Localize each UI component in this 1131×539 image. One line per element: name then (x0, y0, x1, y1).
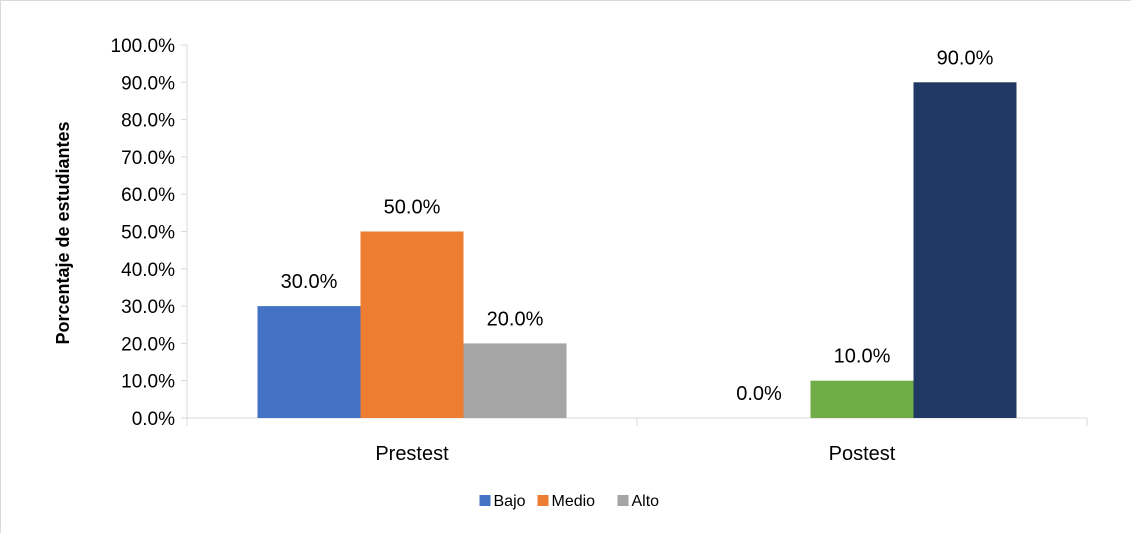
x-tick-label: Postest (829, 443, 896, 465)
data-label: 50.0% (384, 197, 441, 219)
legend-swatch (617, 495, 629, 506)
legend-item-alto: Alto (617, 493, 660, 510)
bar-alto (463, 343, 567, 418)
legend-label: Alto (632, 493, 660, 510)
y-axis: 0.0% 10.0% 20.0% 30.0% 40.0% 50.0% 60.0% 70.0% 8… (111, 36, 188, 430)
y-tick-label: 10.0% (121, 372, 175, 393)
y-tick-label: 60.0% (121, 185, 175, 206)
data-label: 90.0% (937, 47, 994, 69)
bar-medio (360, 231, 464, 418)
data-label: 30.0% (281, 271, 338, 293)
data-label: 10.0% (834, 346, 891, 368)
y-tick-label: 90.0% (121, 73, 175, 94)
data-label: 20.0% (487, 308, 544, 330)
y-tick-label: 0.0% (132, 409, 175, 430)
data-labels: 30.0% 50.0% 20.0% 0.0% 10.0% 90.0% (281, 47, 994, 405)
bars (257, 82, 1017, 419)
y-tick-label: 30.0% (121, 297, 175, 318)
y-tick-label: 100.0% (111, 36, 176, 57)
legend: Bajo Medio Alto (479, 493, 660, 510)
x-axis: Prestest Postest (186, 417, 1088, 465)
y-tick-label: 80.0% (121, 111, 175, 132)
y-axis-title: Porcentaje de estudiantes (53, 121, 73, 344)
bar-bajo (257, 306, 361, 418)
x-tick-label: Prestest (375, 443, 449, 465)
legend-label: Bajo (494, 493, 526, 510)
legend-item-bajo: Bajo (479, 493, 526, 510)
y-tick-label: 20.0% (121, 334, 175, 355)
bar-medio (810, 380, 914, 418)
legend-label: Medio (552, 493, 596, 510)
y-tick-label: 50.0% (121, 223, 175, 244)
legend-swatch (537, 495, 549, 506)
data-label: 0.0% (736, 383, 782, 405)
y-tick-label: 40.0% (121, 260, 175, 281)
legend-swatch (479, 495, 491, 506)
bar-alto (913, 82, 1017, 419)
y-tick-label: 70.0% (121, 148, 175, 169)
legend-item-medio: Medio (537, 493, 596, 510)
